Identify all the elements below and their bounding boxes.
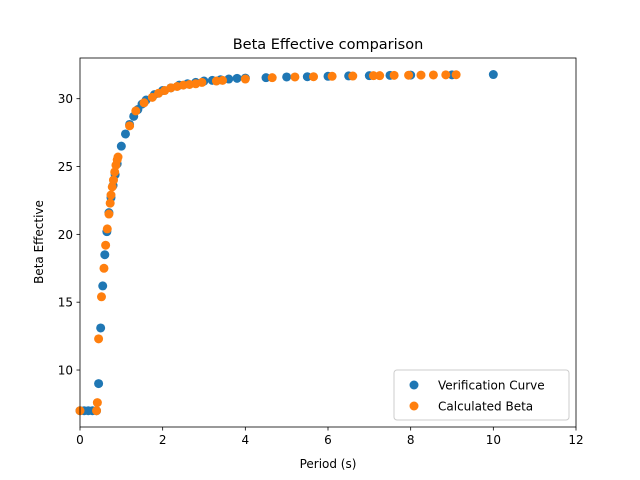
y-tick-label-30: 30 — [58, 92, 73, 106]
calculated-beta-point-40 — [404, 70, 414, 80]
calculated-beta-point-17 — [125, 121, 135, 131]
verification-curve-point-6 — [96, 323, 106, 333]
calculated-beta-point-36 — [348, 71, 358, 81]
calculated-beta-point-37 — [368, 71, 378, 81]
calculated-beta-point-44 — [451, 70, 461, 80]
calculated-beta-point-34 — [309, 72, 319, 82]
x-tick-label-0: 0 — [76, 433, 84, 447]
calculated-beta-point-16 — [113, 152, 123, 162]
calculated-beta-point-13 — [110, 167, 120, 177]
verification-curve-point-35 — [282, 72, 292, 82]
verification-curve-point-7 — [98, 281, 108, 291]
verification-curve-point-43 — [488, 70, 498, 80]
calculated-beta-point-35 — [327, 71, 337, 81]
legend: Verification Curve Calculated Beta — [393, 369, 570, 421]
calculated-beta-point-5 — [99, 263, 109, 273]
calculated-beta-point-3 — [94, 334, 104, 344]
calculated-beta-point-31 — [240, 74, 250, 84]
calculated-beta-point-33 — [290, 72, 300, 82]
y-tick-label-10: 10 — [58, 364, 73, 378]
verification-curve-point-32 — [232, 73, 242, 83]
x-tick-label-12: 12 — [568, 433, 583, 447]
legend-marker-calculated-beta — [409, 401, 419, 411]
calculated-beta-point-6 — [101, 240, 111, 250]
x-tick-label-4: 4 — [242, 433, 250, 447]
y-tick-label-15: 15 — [58, 296, 73, 310]
calculated-beta-point-41 — [416, 70, 426, 80]
ticks-layer: 0 2 4 6 8 10 12 10 15 20 25 30 — [58, 92, 584, 447]
calculated-beta-point-9 — [105, 198, 115, 208]
calculated-beta-point-30 — [218, 75, 228, 85]
calculated-beta-point-7 — [102, 224, 112, 234]
y-tick-label-25: 25 — [58, 160, 73, 174]
calculated-beta-point-12 — [108, 175, 118, 185]
verification-curve-point-15 — [116, 141, 126, 151]
x-axis-label: Period (s) — [300, 457, 357, 471]
calculated-beta-point-2 — [92, 398, 102, 408]
legend-box — [393, 369, 570, 421]
legend-marker-verification-curve — [409, 380, 419, 390]
calculated-beta-point-42 — [428, 70, 438, 80]
calculated-beta-point-11 — [107, 182, 117, 192]
calculated-beta-point-18 — [131, 106, 141, 116]
x-tick-label-6: 6 — [324, 433, 332, 447]
calculated-beta-point-38 — [375, 71, 385, 81]
calculated-beta-point-32 — [267, 73, 277, 83]
chart-title: Beta Effective comparison — [233, 37, 424, 53]
x-tick-label-8: 8 — [407, 433, 415, 447]
legend-label-verification-curve: Verification Curve — [438, 379, 545, 393]
verification-curve-point-16 — [120, 129, 130, 139]
calculated-beta-point-1 — [92, 406, 102, 416]
x-tick-label-10: 10 — [486, 433, 501, 447]
points-layer — [75, 70, 498, 416]
calculated-beta-point-8 — [104, 209, 114, 219]
calculated-beta-point-19 — [139, 98, 149, 108]
verification-curve-point-8 — [100, 250, 110, 260]
calculated-beta-point-43 — [441, 70, 451, 80]
verification-curve-point-34 — [261, 73, 271, 83]
legend-label-calculated-beta: Calculated Beta — [438, 400, 533, 414]
calculated-beta-point-28 — [197, 77, 207, 87]
verification-curve-point-5 — [94, 379, 104, 389]
y-axis-label: Beta Effective — [32, 200, 46, 284]
calculated-beta-point-4 — [96, 292, 106, 302]
calculated-beta-point-10 — [106, 190, 116, 200]
verification-curve-point-36 — [302, 72, 312, 82]
x-tick-label-2: 2 — [159, 433, 167, 447]
calculated-beta-point-39 — [389, 70, 399, 80]
y-tick-label-20: 20 — [58, 228, 73, 242]
